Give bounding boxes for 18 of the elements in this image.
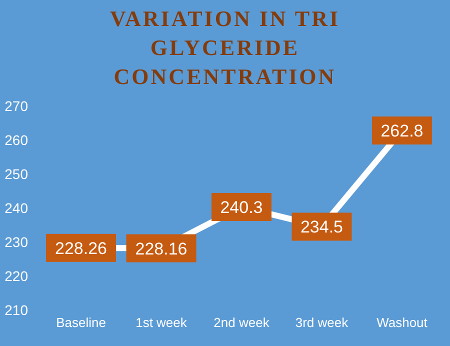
data-label: 240.3 (220, 198, 263, 217)
x-tick-label: 2nd week (214, 315, 270, 330)
x-tick-label: Washout (376, 315, 428, 330)
data-label: 262.8 (380, 121, 424, 140)
chart-title: VARIATION IN TRI GLYCERIDE CONCENTRATION (108, 5, 342, 91)
x-tick-label: 1st week (136, 315, 188, 330)
data-label: 228.16 (135, 239, 188, 258)
y-tick-label: 240 (4, 200, 28, 216)
y-tick-label: 230 (4, 234, 28, 250)
y-tick-label: 220 (4, 268, 28, 284)
y-tick-label: 260 (4, 132, 28, 148)
x-tick-label: Baseline (56, 315, 106, 330)
x-tick-label: 3rd week (295, 315, 349, 330)
y-tick-label: 270 (4, 98, 28, 114)
data-label: 234.5 (300, 218, 344, 237)
y-tick-label: 250 (4, 166, 28, 182)
y-tick-label: 210 (4, 302, 28, 318)
data-label: 228.26 (55, 238, 107, 258)
